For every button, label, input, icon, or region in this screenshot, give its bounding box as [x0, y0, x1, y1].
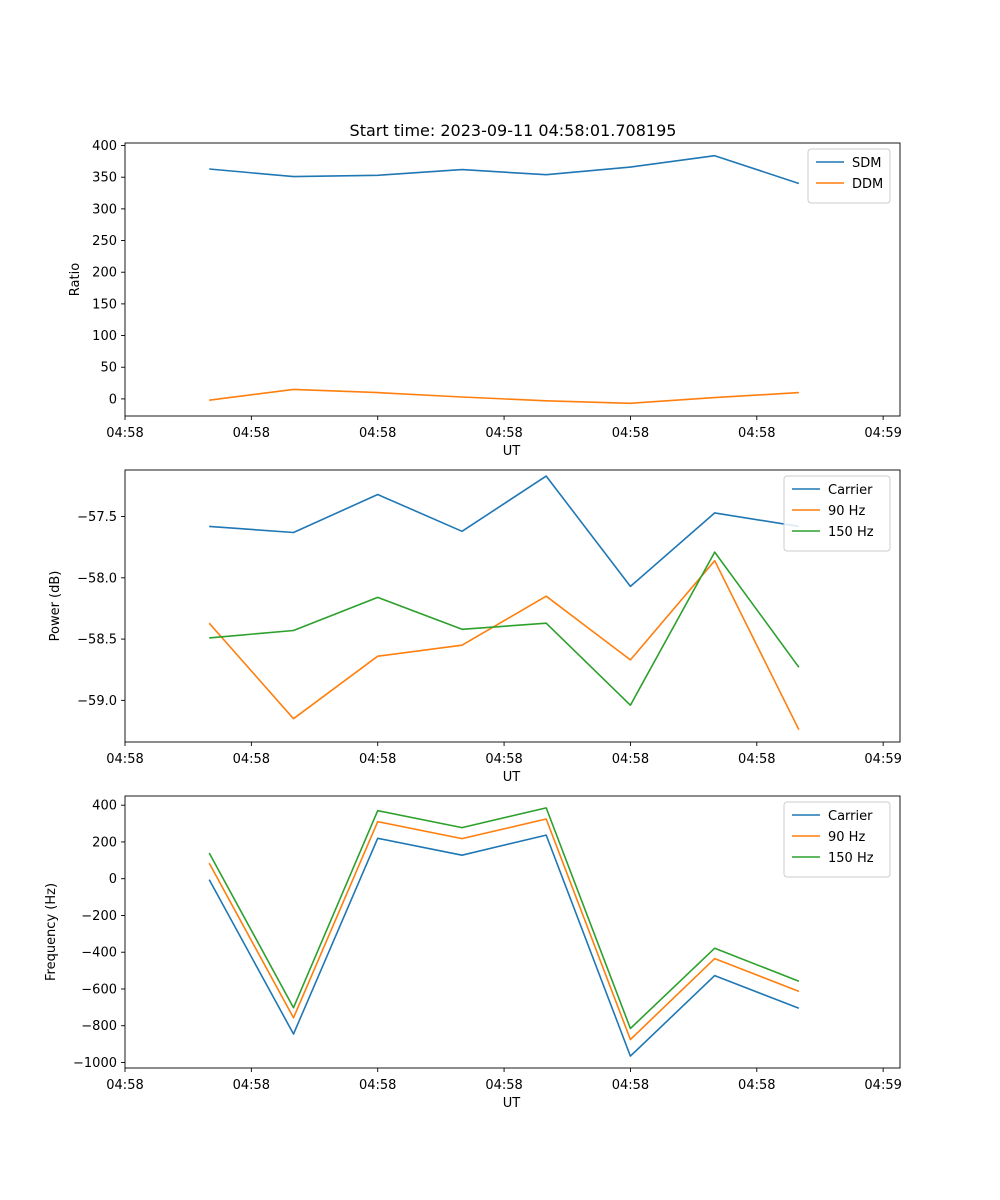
legend-label: 150 Hz	[828, 851, 874, 866]
x-axis-label: UT	[503, 770, 521, 785]
y-tick-label: −800	[81, 1019, 117, 1034]
x-tick-label: 04:58	[612, 426, 649, 441]
series-line-carrier	[209, 475, 800, 588]
x-tick-label: 04:58	[233, 1078, 270, 1093]
series-line-90-hz	[208, 818, 800, 1041]
y-tick-label: 200	[92, 266, 117, 281]
legend-label: DDM	[852, 177, 883, 192]
y-tick-label: −58.0	[77, 571, 117, 586]
x-tick-label: 04:58	[106, 752, 143, 767]
x-tick-label: 04:58	[612, 752, 649, 767]
legend-box	[783, 475, 891, 552]
y-tick-label: −58.5	[77, 633, 117, 648]
x-tick-label: 04:58	[738, 752, 775, 767]
y-tick-label: 250	[92, 234, 117, 249]
x-tick-label: 04:58	[485, 752, 522, 767]
series-line-150-hz	[209, 551, 800, 707]
series-line-90-hz	[208, 559, 800, 731]
x-tick-label: 04:58	[738, 426, 775, 441]
x-tick-label: 04:58	[485, 426, 522, 441]
legend-label: 90 Hz	[828, 830, 865, 845]
legend-box	[783, 801, 891, 878]
legend-label: SDM	[852, 156, 881, 171]
x-tick-label: 04:58	[233, 426, 270, 441]
y-axis-label: Frequency (Hz)	[44, 883, 59, 981]
y-tick-label: 50	[100, 361, 117, 376]
y-tick-label: 0	[109, 392, 117, 407]
series-line-ddm	[209, 388, 799, 405]
y-axis-label: Ratio	[68, 263, 83, 296]
series-line-150-hz	[208, 807, 800, 1030]
x-tick-label: 04:58	[359, 752, 396, 767]
y-tick-label: −57.5	[77, 510, 117, 525]
series-line-sdm	[209, 154, 800, 185]
plot-frame	[124, 142, 901, 417]
x-tick-label: 04:58	[612, 1078, 649, 1093]
frequency-axes: 04:58 04:58 04:58 04:58 04:58 04:58 04:59 400 20…	[44, 795, 902, 1111]
x-tick-label: 04:58	[106, 1078, 143, 1093]
y-tick-label: 300	[92, 202, 117, 217]
x-tick-label: 04:58	[485, 1078, 522, 1093]
x-axis-label: UT	[503, 1096, 521, 1111]
x-tick-label: 04:59	[864, 1078, 901, 1093]
figure-title: Start time: 2023-09-11 04:58:01.708195	[350, 121, 677, 140]
x-axis-label: UT	[503, 444, 521, 459]
power-axes: 04:58 04:58 04:58 04:58 04:58 04:58 04:59 −57.5…	[48, 469, 902, 785]
y-tick-label: 200	[92, 835, 117, 850]
x-tick-label: 04:59	[864, 752, 901, 767]
x-tick-label: 04:58	[106, 426, 143, 441]
plot-frame	[124, 469, 901, 743]
x-tick-label: 04:59	[864, 426, 901, 441]
y-tick-label: 0	[109, 872, 117, 887]
series-line-carrier	[208, 834, 800, 1057]
x-tick-label: 04:58	[359, 426, 396, 441]
y-tick-label: −1000	[73, 1056, 117, 1071]
y-tick-label: −59.0	[77, 694, 117, 709]
ratio-axes: 04:58 04:58 04:58 04:58 04:58 04:58 04:59 0 50 10…	[68, 139, 902, 459]
legend-label: Carrier	[828, 809, 873, 824]
y-tick-label: −600	[81, 982, 117, 997]
y-axis-label: Power (dB)	[48, 571, 63, 642]
y-tick-label: 350	[92, 171, 117, 186]
y-tick-label: 400	[92, 139, 117, 154]
y-tick-label: −400	[81, 946, 117, 961]
x-tick-label: 04:58	[738, 1078, 775, 1093]
y-tick-label: 150	[92, 297, 117, 312]
plot-frame	[124, 795, 901, 1069]
x-tick-label: 04:58	[359, 1078, 396, 1093]
y-tick-label: 400	[92, 799, 117, 814]
legend-label: 90 Hz	[828, 504, 865, 519]
legend-label: 150 Hz	[828, 525, 874, 540]
x-tick-label: 04:58	[233, 752, 270, 767]
y-tick-label: 100	[92, 329, 117, 344]
y-tick-label: −200	[81, 909, 117, 924]
legend-label: Carrier	[828, 483, 873, 498]
